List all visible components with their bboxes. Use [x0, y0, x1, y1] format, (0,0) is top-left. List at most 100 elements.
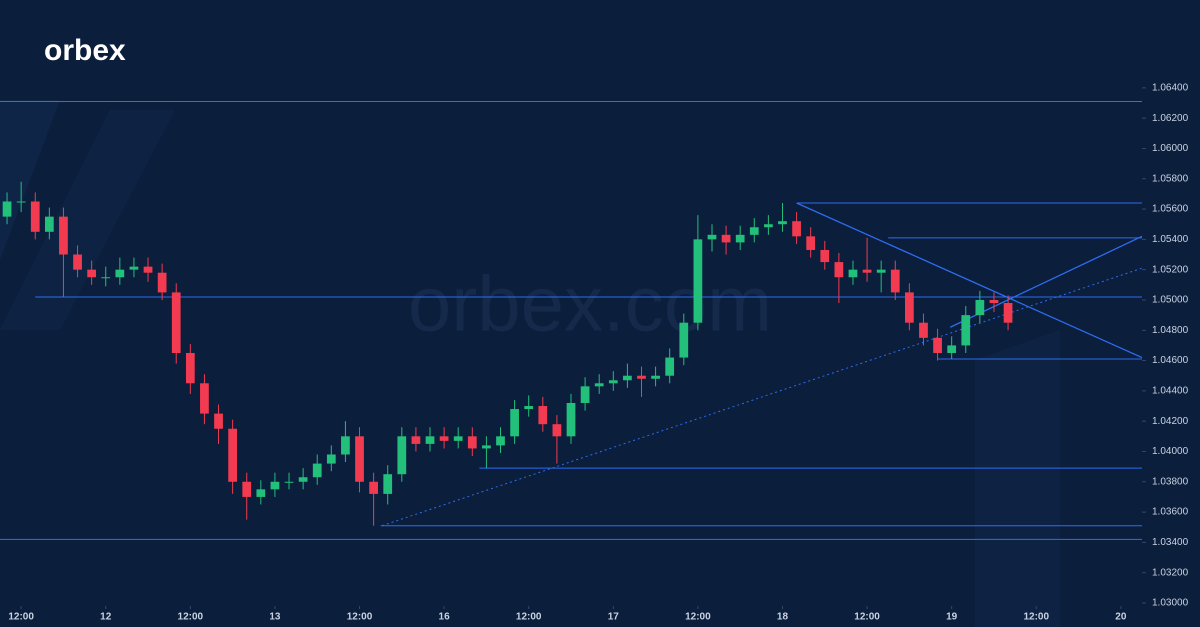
candle-body: [242, 481, 252, 497]
candle-body: [214, 413, 223, 429]
y-tick-label: 1.03600: [1152, 507, 1189, 518]
y-tick-label: 1.06400: [1152, 83, 1189, 94]
y-tick-label: 1.05000: [1152, 295, 1189, 306]
candle-body: [73, 254, 82, 270]
candle-body: [143, 266, 153, 273]
candle-body: [228, 428, 238, 482]
y-tick-label: 1.04800: [1152, 325, 1189, 336]
y-tick-label: 1.05400: [1152, 234, 1189, 245]
candle-body: [566, 402, 576, 437]
x-tick-label: 16: [439, 612, 451, 623]
candle-body: [171, 292, 181, 353]
candle-body: [580, 386, 590, 403]
candle-body: [30, 201, 40, 232]
x-tick-label: 12:00: [516, 612, 542, 623]
candle-body: [721, 234, 731, 243]
candle-body: [439, 436, 449, 441]
candle-body: [157, 272, 167, 293]
candle-body: [890, 269, 900, 293]
candle-body: [355, 436, 364, 482]
candle-body: [312, 463, 322, 478]
y-tick-label: 1.06000: [1152, 143, 1189, 154]
candle-body: [876, 269, 886, 273]
y-tick-label: 1.04400: [1152, 386, 1189, 397]
candle-body: [453, 436, 463, 441]
x-tick-label: 12:00: [178, 612, 204, 623]
candle-body: [749, 227, 759, 235]
candle-body: [115, 269, 125, 278]
candle-body: [904, 292, 914, 323]
y-tick-label: 1.03800: [1152, 476, 1189, 487]
x-tick-label: 19: [946, 612, 958, 623]
candle-body: [284, 481, 294, 483]
x-tick-label: 12:00: [1023, 612, 1049, 623]
candle-body: [425, 436, 435, 444]
candle-body: [200, 383, 209, 414]
y-tick-label: 1.06200: [1152, 113, 1189, 124]
x-tick-label: 12:00: [854, 612, 880, 623]
candle-body: [44, 216, 54, 232]
y-tick-label: 1.05800: [1152, 173, 1189, 184]
candle-body: [764, 224, 773, 228]
x-tick-label: 12:00: [8, 612, 34, 623]
candle-body: [665, 357, 675, 376]
candle-body: [496, 436, 505, 446]
candle-body: [1003, 303, 1013, 323]
candle-body: [482, 445, 491, 449]
candle-body: [608, 380, 618, 384]
candle-body: [129, 266, 139, 270]
y-tick-label: 1.04600: [1152, 355, 1189, 366]
watermark: orbex.com: [408, 260, 772, 348]
trend-line: [381, 267, 1143, 527]
candle-body: [792, 221, 801, 237]
candle-body: [552, 424, 562, 437]
candle-body: [623, 375, 632, 381]
y-tick-label: 1.04200: [1152, 416, 1189, 427]
candle-body: [820, 249, 830, 263]
candle-body: [16, 201, 26, 203]
decor-shape: [0, 100, 60, 260]
candle-body: [778, 221, 787, 225]
candle-body: [298, 477, 308, 482]
candle-body: [989, 299, 999, 303]
candle-body: [933, 337, 942, 353]
x-tick-label: 17: [608, 612, 620, 623]
y-tick-label: 1.03400: [1152, 537, 1189, 548]
candle-body: [185, 352, 195, 384]
candle-body: [467, 436, 477, 449]
decor-shape: [0, 110, 175, 330]
x-tick-label: 18: [777, 612, 789, 623]
x-tick-label: 12: [100, 612, 112, 623]
x-tick-label: 12:00: [685, 612, 711, 623]
candle-body: [524, 406, 534, 410]
candle-body: [538, 406, 548, 425]
candle-body: [806, 236, 816, 250]
y-tick-label: 1.03000: [1152, 598, 1189, 609]
x-tick-label: 20: [1115, 612, 1127, 623]
x-tick-label: 13: [269, 612, 281, 623]
candle-body: [397, 436, 407, 475]
candle-body: [693, 239, 703, 323]
candle-body: [341, 436, 350, 455]
candle-body: [848, 269, 858, 278]
candle-body: [256, 489, 266, 497]
logo: orbex: [44, 34, 126, 67]
candle-body: [975, 299, 985, 316]
trend-line: [796, 202, 1143, 359]
candle-body: [2, 201, 12, 217]
candle-body: [87, 269, 97, 278]
candle-body: [707, 234, 717, 240]
candle-body: [270, 481, 280, 490]
y-tick-label: 1.05600: [1152, 204, 1189, 215]
candle-body: [651, 375, 660, 379]
decor-shape: [975, 330, 1060, 627]
y-tick-label: 1.04000: [1152, 446, 1189, 457]
x-tick-label: 12:00: [347, 612, 373, 623]
candle-body: [637, 375, 646, 379]
candle-body: [919, 322, 928, 338]
candle-body: [594, 383, 604, 387]
candle-body: [947, 345, 957, 353]
candle-body: [961, 315, 971, 346]
candle-body: [411, 436, 421, 444]
